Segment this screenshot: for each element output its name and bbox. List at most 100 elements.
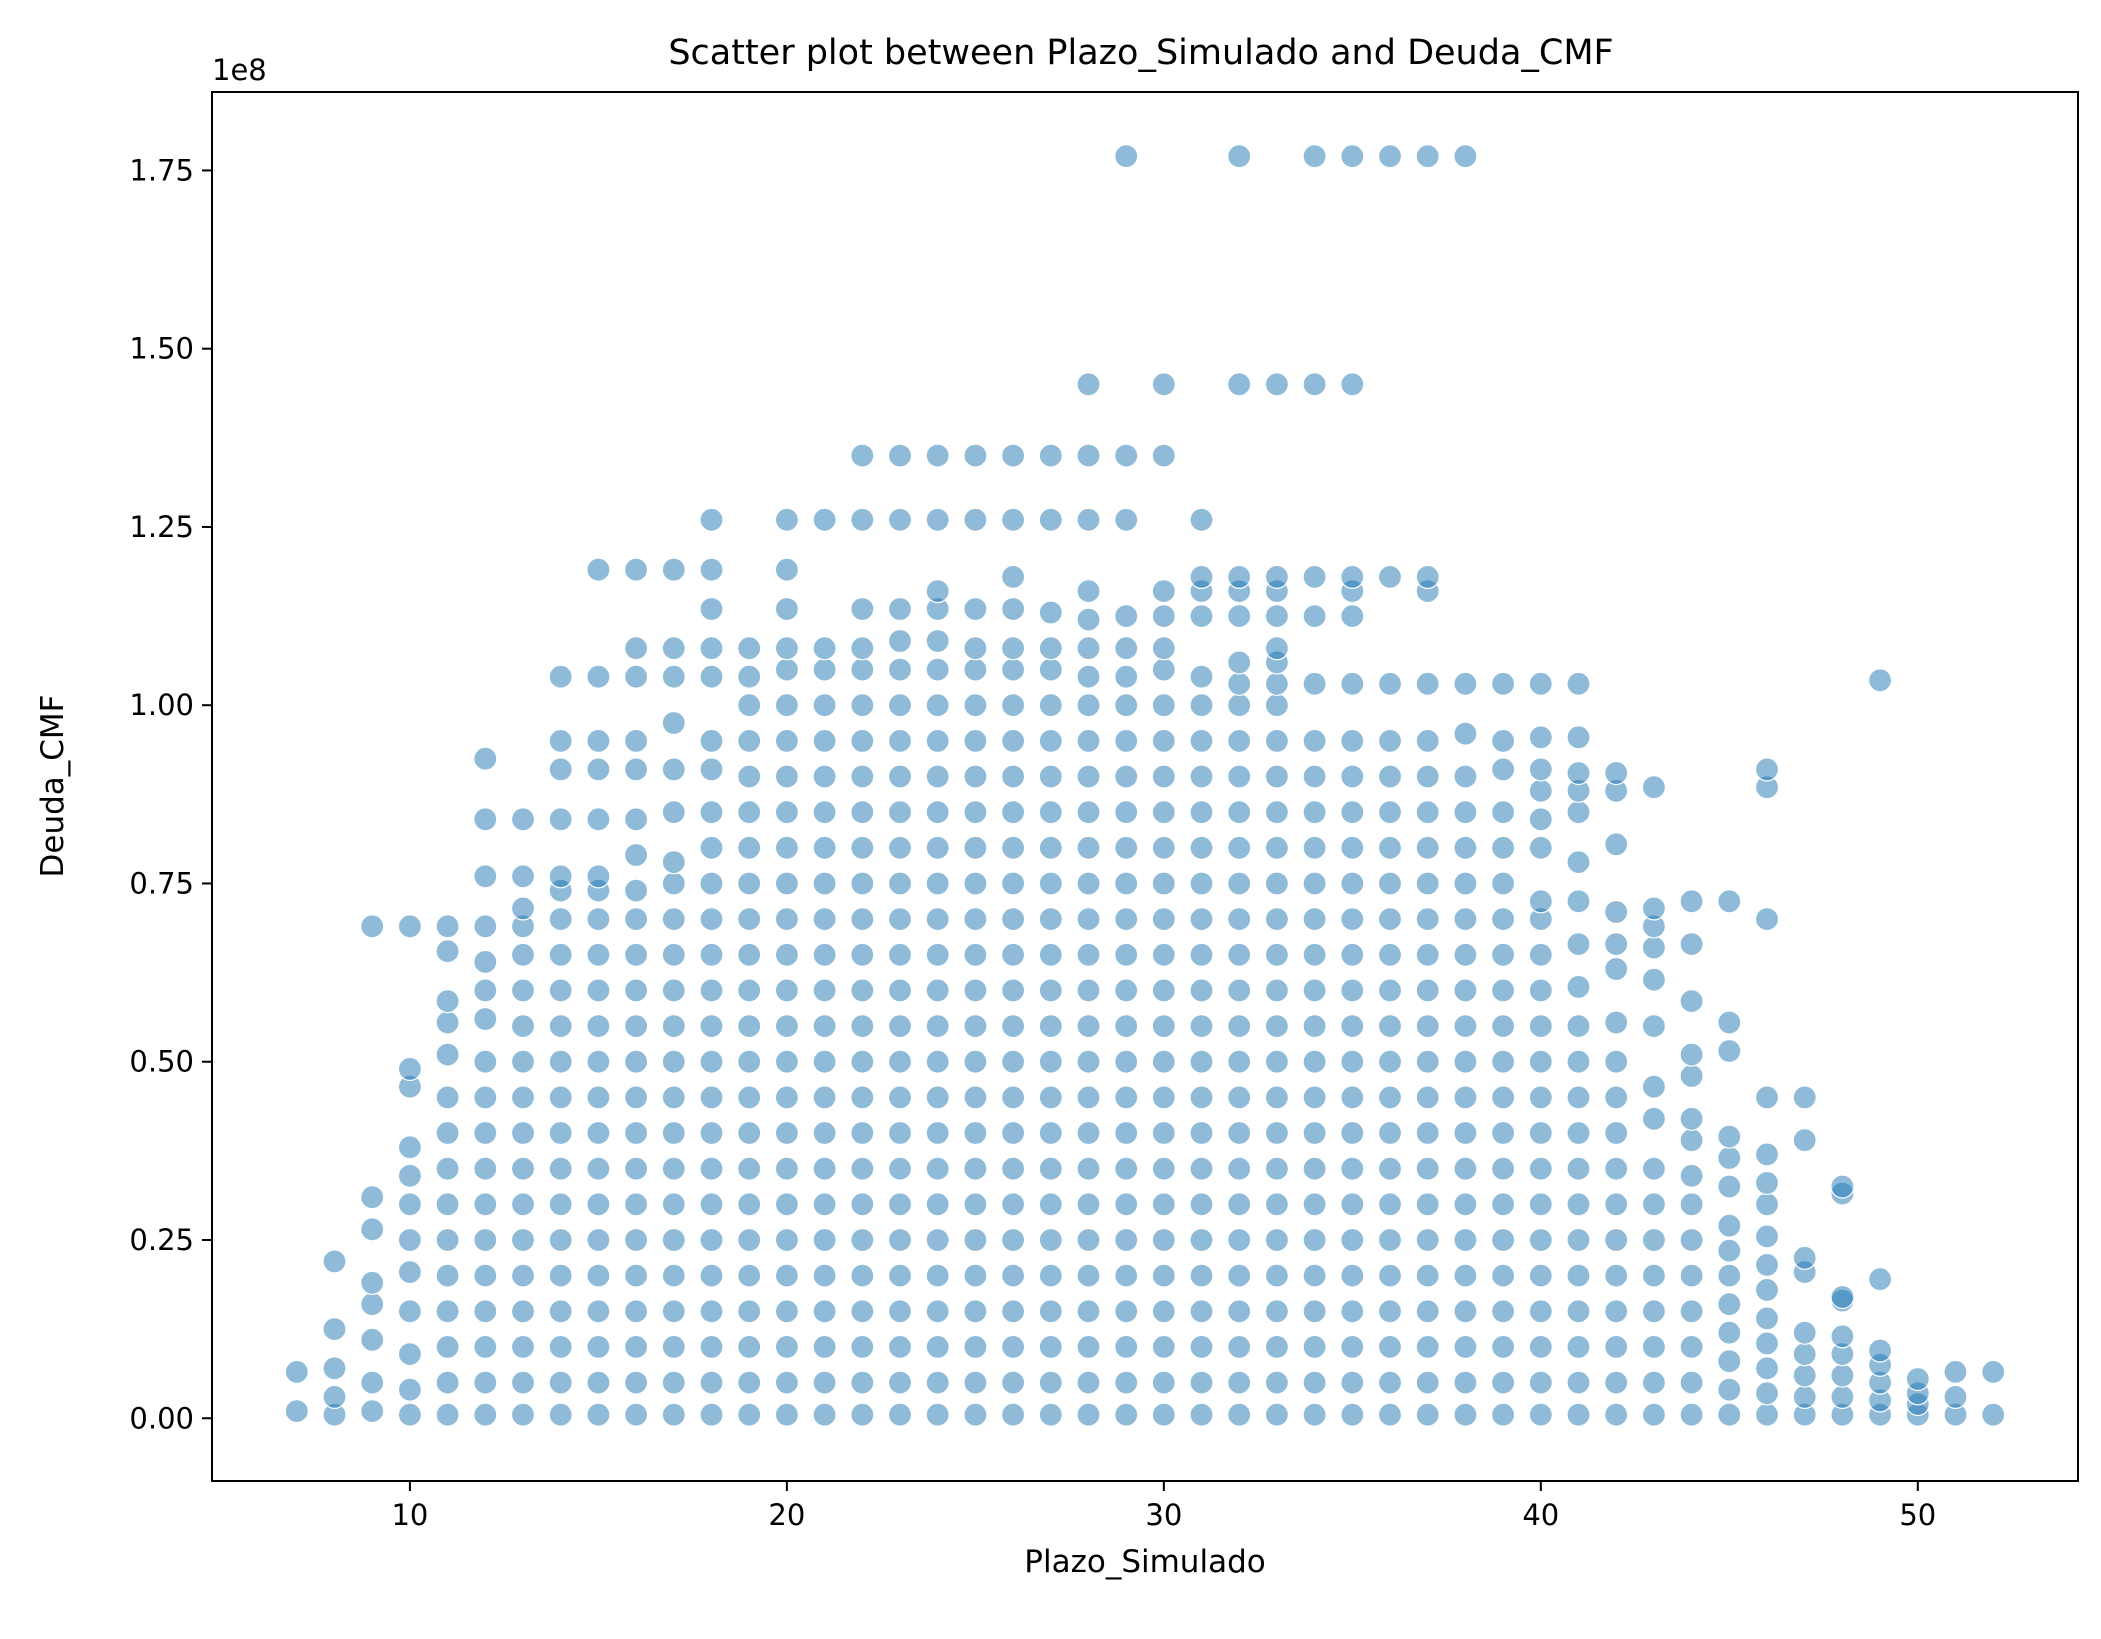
scatter-point bbox=[1302, 1402, 1327, 1427]
scatter-point bbox=[1264, 1402, 1290, 1427]
scatter-point bbox=[699, 1049, 724, 1074]
scatter-point bbox=[623, 1156, 649, 1181]
scatter-point bbox=[1679, 1128, 1704, 1153]
scatter-point bbox=[963, 978, 988, 1003]
scatter-point bbox=[1227, 1156, 1252, 1181]
scatter-point bbox=[925, 906, 950, 932]
scatter-point bbox=[1076, 372, 1101, 397]
scatter-point bbox=[1415, 1370, 1440, 1395]
scatter-point bbox=[850, 1334, 875, 1360]
scatter-point bbox=[397, 1377, 422, 1402]
scatter-point bbox=[1227, 871, 1252, 896]
scatter-point bbox=[661, 1263, 686, 1288]
scatter-point bbox=[1604, 1120, 1629, 1146]
scatter-point bbox=[1000, 1013, 1026, 1039]
scatter-point bbox=[850, 835, 875, 860]
scatter-point bbox=[1641, 1074, 1667, 1099]
scatter-point bbox=[925, 1049, 950, 1074]
scatter-point bbox=[737, 1370, 762, 1395]
scatter-point bbox=[1076, 835, 1101, 860]
scatter-point bbox=[435, 939, 460, 964]
scatter-point bbox=[1038, 728, 1063, 754]
scatter-point bbox=[661, 1120, 686, 1146]
scatter-point bbox=[887, 596, 913, 622]
scatter-point bbox=[1415, 564, 1440, 590]
scatter-point bbox=[1981, 1402, 2006, 1427]
scatter-point bbox=[548, 978, 573, 1003]
scatter-point bbox=[812, 507, 837, 532]
scatter-point bbox=[963, 636, 988, 661]
scatter-point bbox=[699, 835, 724, 860]
scatter-point bbox=[1528, 1013, 1553, 1039]
scatter-point bbox=[1114, 728, 1139, 754]
scatter-point bbox=[548, 1402, 573, 1427]
scatter-point bbox=[699, 906, 724, 932]
scatter-point bbox=[435, 1299, 460, 1324]
scatter-point bbox=[1377, 144, 1403, 169]
scatter-point bbox=[1604, 1299, 1629, 1324]
scatter-point bbox=[1453, 1263, 1478, 1288]
scatter-point bbox=[887, 1013, 913, 1039]
scatter-point bbox=[1377, 1192, 1403, 1217]
scatter-point bbox=[963, 1227, 988, 1253]
scatter-point bbox=[850, 1299, 875, 1324]
scatter-point bbox=[1453, 978, 1478, 1003]
scatter-point bbox=[661, 1049, 686, 1074]
scatter-point bbox=[1227, 1334, 1252, 1360]
scatter-point bbox=[397, 1135, 422, 1160]
scatter-point bbox=[1038, 1156, 1063, 1181]
scatter-point bbox=[1038, 835, 1063, 860]
scatter-point bbox=[699, 1156, 724, 1181]
scatter-point bbox=[1151, 1192, 1176, 1217]
scatter-point bbox=[397, 1056, 422, 1082]
scatter-point bbox=[1679, 988, 1704, 1014]
scatter-point bbox=[360, 1398, 385, 1424]
scatter-point bbox=[1264, 764, 1290, 789]
scatter-point bbox=[887, 1085, 913, 1110]
scatter-point bbox=[1151, 835, 1176, 860]
scatter-point bbox=[1340, 1402, 1365, 1427]
scatter-point bbox=[586, 1049, 611, 1074]
scatter-point bbox=[1792, 1085, 1817, 1110]
scatter-point bbox=[1377, 1156, 1403, 1181]
x-tick-label: 20 bbox=[768, 1498, 805, 1532]
scatter-point bbox=[1302, 1085, 1327, 1110]
scatter-point bbox=[812, 800, 837, 825]
scatter-point bbox=[1717, 1402, 1742, 1427]
scatter-point bbox=[1151, 764, 1176, 789]
scatter-point bbox=[1076, 1156, 1101, 1181]
scatter-point bbox=[1038, 1227, 1063, 1253]
scatter-point bbox=[1227, 564, 1252, 590]
scatter-point bbox=[812, 764, 837, 789]
scatter-point bbox=[1151, 1227, 1176, 1253]
scatter-point bbox=[1227, 978, 1252, 1003]
x-axis: 10 20 30 40 50 bbox=[391, 1481, 1936, 1532]
scatter-point bbox=[548, 906, 573, 932]
scatter-point bbox=[1264, 1156, 1290, 1181]
scatter-point bbox=[548, 1299, 573, 1324]
scatter-point bbox=[1604, 1334, 1629, 1360]
scatter-point bbox=[963, 1402, 988, 1427]
scatter-point bbox=[1528, 757, 1553, 782]
scatter-point bbox=[1264, 1013, 1290, 1039]
scatter-point bbox=[1038, 1334, 1063, 1360]
scatter-point bbox=[737, 693, 762, 718]
scatter-point bbox=[1453, 942, 1478, 967]
scatter-point bbox=[1151, 636, 1176, 661]
scatter-point bbox=[963, 728, 988, 754]
scatter-point bbox=[774, 1227, 800, 1253]
scatter-point bbox=[1000, 835, 1026, 860]
scatter-point bbox=[963, 1013, 988, 1039]
scatter-point bbox=[1377, 728, 1403, 754]
scatter-point bbox=[1641, 1370, 1667, 1395]
y-tick-label: 1.50 bbox=[129, 332, 194, 366]
scatter-point bbox=[1000, 596, 1026, 622]
scatter-point bbox=[1264, 671, 1290, 696]
scatter-point bbox=[661, 1227, 686, 1253]
scatter-point bbox=[1641, 1263, 1667, 1288]
scatter-point bbox=[774, 906, 800, 932]
scatter-point bbox=[963, 1192, 988, 1217]
scatter-point bbox=[850, 1263, 875, 1288]
scatter-point bbox=[435, 1227, 460, 1253]
scatter-point bbox=[510, 1263, 536, 1288]
